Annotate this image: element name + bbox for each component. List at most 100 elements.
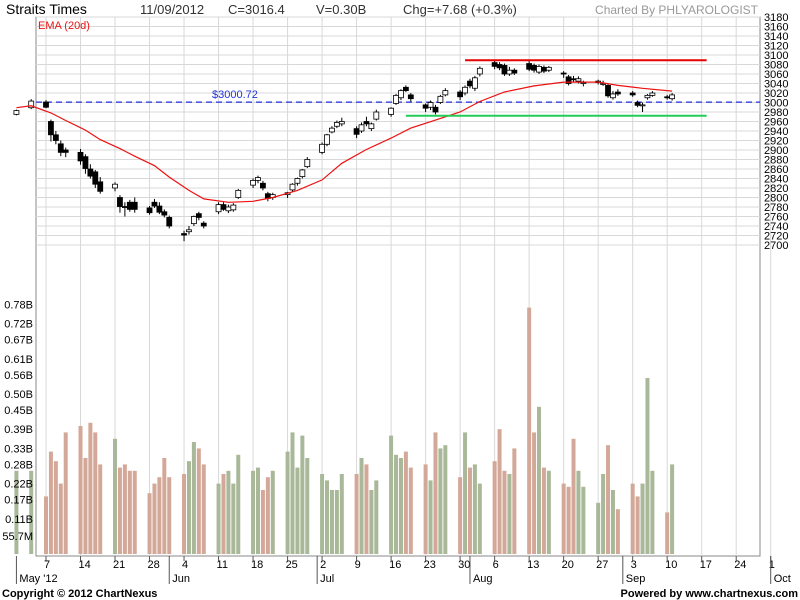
candle: [195, 211, 202, 221]
volume-bar: [29, 470, 34, 554]
candle-body: [255, 177, 261, 181]
volume-bar: [394, 454, 399, 554]
price-tick-label: 2960: [764, 117, 788, 129]
price-tick-label: 3180: [764, 12, 788, 24]
volume-bar: [93, 432, 98, 554]
date-tick-label: 11: [217, 559, 228, 571]
candle-body: [77, 151, 84, 162]
date-tick-label: 3: [631, 559, 637, 571]
volume-bar: [403, 451, 408, 554]
volume-bar: [640, 483, 645, 554]
volume-bar: [596, 502, 601, 554]
candle: [52, 131, 59, 145]
volume-bar: [339, 474, 344, 554]
date-tick-label: 23: [424, 559, 436, 571]
date-tick-label: 17: [700, 559, 712, 571]
candle-body: [669, 94, 676, 100]
candle: [476, 66, 483, 77]
volume-bar: [295, 467, 300, 554]
price-tick-label: 2860: [764, 164, 788, 176]
candle-body: [294, 178, 301, 184]
volume-bar: [162, 458, 167, 554]
candle: [13, 109, 20, 116]
candle-body: [215, 204, 222, 213]
candle-body: [353, 128, 360, 135]
candle: [388, 107, 395, 117]
volume-bar: [98, 464, 103, 554]
date-tick-label: 30: [458, 559, 470, 571]
reference-line-label: $3000.72: [212, 89, 258, 101]
month-label: Aug: [473, 573, 493, 585]
candle-body: [629, 92, 636, 96]
volume-bar: [325, 480, 330, 554]
candle-body: [82, 156, 89, 169]
date-tick-label: 28: [148, 559, 160, 571]
candle: [200, 221, 207, 229]
candle-body: [13, 110, 20, 115]
candle: [565, 74, 572, 86]
header-credit: Charted By PHLYAROLOGIST: [595, 3, 759, 17]
candle-body: [565, 76, 572, 84]
candle: [393, 93, 399, 105]
volume-bar: [182, 474, 187, 554]
volume-bar: [226, 470, 231, 554]
volume-bar: [14, 470, 19, 554]
candle: [57, 140, 64, 157]
candle-body: [161, 211, 168, 216]
candle: [289, 183, 296, 192]
candle-body: [506, 69, 513, 75]
candle-body: [476, 67, 483, 75]
date-tick-label: 7: [44, 559, 50, 571]
candle: [368, 122, 375, 131]
volume-bar: [497, 429, 502, 554]
month-label: Jul: [320, 573, 334, 585]
candle: [166, 215, 173, 229]
candle: [235, 188, 242, 199]
candle-body: [299, 169, 306, 177]
candle: [97, 177, 104, 194]
date-tick-label: 1: [769, 559, 775, 571]
candle-body: [260, 182, 266, 189]
volume-bar: [398, 458, 403, 554]
candle-body: [610, 93, 616, 99]
candle: [131, 197, 138, 213]
volume-bar: [305, 458, 310, 554]
volume-bar: [389, 435, 394, 554]
candle-body: [427, 102, 434, 108]
volume-bar: [443, 445, 448, 554]
volume-tick-label: 55.7M: [2, 531, 33, 543]
candle-body: [501, 65, 508, 75]
volume-bar: [157, 477, 162, 554]
candle-body: [614, 91, 621, 95]
volume-tick-label: 0.78B: [4, 299, 33, 311]
candle-body: [644, 94, 651, 99]
candle: [398, 89, 404, 101]
candle: [545, 65, 552, 73]
candle: [353, 126, 360, 139]
volume-tick-label: 0.22B: [4, 479, 33, 491]
volume-bar: [546, 470, 551, 554]
month-label: Jun: [172, 573, 190, 585]
volume-bar: [270, 470, 275, 554]
volume-tick-label: 0.72B: [4, 319, 33, 331]
candle: [156, 202, 163, 215]
candle: [151, 198, 158, 208]
month-label: Sep: [626, 573, 646, 585]
volume-bar: [467, 467, 472, 554]
grid-lines: [36, 16, 772, 556]
candle: [333, 120, 340, 129]
volume-bar: [167, 477, 172, 554]
candle-body: [560, 72, 567, 75]
candle-body: [48, 121, 54, 136]
candle-body: [156, 205, 163, 213]
header-close: C=3016.4: [228, 2, 285, 17]
volume-bar: [532, 432, 537, 554]
candle-body: [368, 123, 375, 130]
volume-bar: [78, 426, 83, 554]
volume-bar: [541, 467, 546, 554]
ema-line: [16, 81, 673, 203]
date-tick-label: 9: [355, 559, 361, 571]
candle: [614, 89, 621, 96]
price-tick-label: 3100: [764, 50, 788, 62]
date-tick-label: 20: [562, 559, 574, 571]
